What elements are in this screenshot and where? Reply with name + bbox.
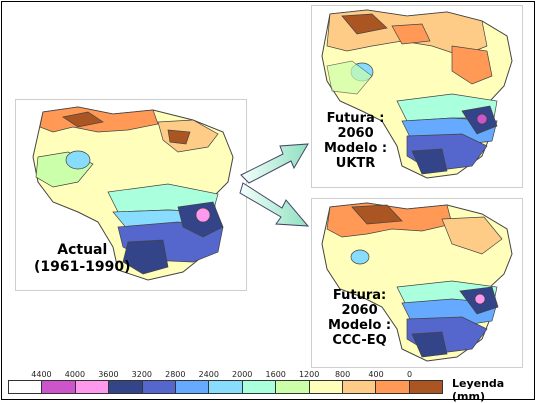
legend-swatch	[142, 381, 176, 393]
uktr-label: Futura : 2060 Modelo : UKTR	[324, 111, 388, 172]
legend-swatch	[409, 381, 443, 393]
ccceq-label-line1: Futura:	[332, 288, 387, 303]
legend-swatch	[376, 381, 410, 393]
legend-tick-label: 1200	[298, 370, 320, 379]
legend-tick-label: 400	[368, 370, 384, 379]
legend-swatch	[209, 381, 243, 393]
legend-colorbar	[8, 380, 443, 394]
precipitation-map-uktr	[321, 9, 513, 179]
actual-label-line2: (1961-1990)	[34, 258, 131, 275]
uktr-label-line2: 2060	[337, 125, 374, 141]
legend-swatch	[342, 381, 377, 393]
map-panel-uktr: Futura : 2060 Modelo : UKTR	[311, 5, 523, 188]
legend-tick-label: 800	[334, 370, 351, 379]
legend-swatch	[42, 381, 76, 393]
ccceq-label-line4: CCC-EQ	[332, 332, 387, 348]
legend-tick-label: 0	[406, 370, 413, 379]
uktr-label-line4: UKTR	[335, 155, 376, 171]
legend-tick-label: 2400	[198, 370, 219, 379]
actual-label-line1: Actual	[57, 242, 108, 258]
legend-tick-label: 2800	[165, 370, 186, 379]
map-panel-ccceq: Futura: 2060 Modelo : CCC-EQ	[311, 198, 523, 368]
precipitation-map-actual	[32, 106, 234, 281]
legend-title: Leyenda (mm)	[452, 377, 505, 403]
legend-swatch	[276, 381, 310, 393]
legend-swatch	[75, 381, 110, 393]
legend-swatch	[175, 381, 210, 393]
uktr-label-line1: Futura :	[326, 111, 385, 126]
actual-label: Actual (1961-1990)	[34, 242, 131, 275]
legend-swatch	[9, 381, 43, 393]
legend-tick-label: 3200	[131, 370, 153, 379]
legend-swatch	[242, 381, 277, 393]
legend-tick-label: 4400	[31, 370, 52, 379]
ccceq-label: Futura: 2060 Modelo : CCC-EQ	[328, 288, 392, 349]
legend-swatch	[309, 381, 343, 393]
legend-swatch	[109, 381, 143, 393]
precipitation-map-ccceq	[321, 202, 513, 362]
map-panel-actual: Actual (1961-1990)	[15, 99, 247, 291]
legend-tick-label: 3600	[98, 370, 119, 379]
ccceq-label-line2: 2060	[341, 302, 378, 318]
legend-tick-label: 4000	[64, 370, 86, 379]
legend-tick-label: 1600	[265, 370, 286, 379]
legend-tick-label: 2000	[232, 370, 253, 379]
uktr-label-line3: Modelo :	[324, 140, 388, 156]
ccceq-label-line3: Modelo :	[328, 317, 392, 333]
